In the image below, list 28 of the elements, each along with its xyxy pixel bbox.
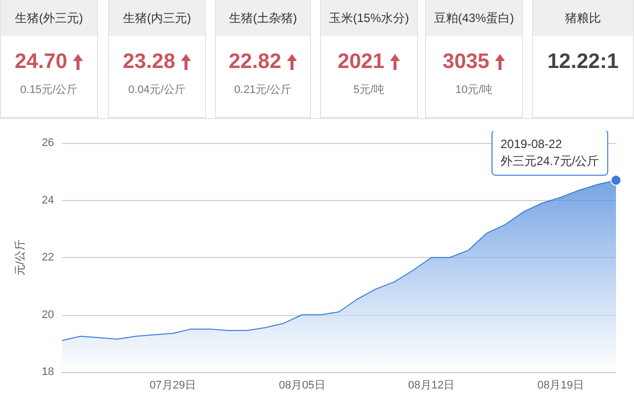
category-label: 生猪(内三元) <box>109 0 205 36</box>
text: 10元/吨 <box>454 83 494 97</box>
text: 24.70 <box>14 50 68 73</box>
category-label: 猪粮比 <box>533 0 633 36</box>
y-tick-label: 22 <box>42 252 54 264</box>
category-label: 生猪(外三元) <box>1 0 97 36</box>
text: 0.04元/公斤 <box>127 83 187 97</box>
category-label: 豆粕(43%蛋白) <box>426 0 522 36</box>
text: 22.82 <box>228 50 282 73</box>
text: 23.28 <box>122 50 176 73</box>
y-axis-title: 元/公斤 <box>14 239 26 276</box>
text: 3035 <box>442 50 490 73</box>
y-tick-label: 26 <box>42 137 54 149</box>
category-label: 生猪(土杂猪) <box>216 0 310 36</box>
x-tick-label: 08月19日 <box>537 380 584 392</box>
y-tick-label: 20 <box>42 308 54 321</box>
text: 5元/吨 <box>352 83 386 97</box>
x-tick-label: 08月05日 <box>278 380 326 392</box>
x-tick-label: 08月12日 <box>408 380 455 392</box>
text: 2021 <box>338 50 384 73</box>
text: 0.15元/公斤 <box>19 83 79 97</box>
y-tick-label: 18 <box>42 366 54 378</box>
text: 12.22:1 <box>547 50 619 73</box>
y-tick-label: 24 <box>42 194 54 206</box>
annotation: 2019-08-22 外三元24.7元/公斤 <box>500 137 600 168</box>
category-label: 玉米(15%水分) <box>321 0 417 36</box>
text: 0.21元/公斤 <box>233 83 293 97</box>
x-tick-label: 07月29日 <box>150 380 196 392</box>
